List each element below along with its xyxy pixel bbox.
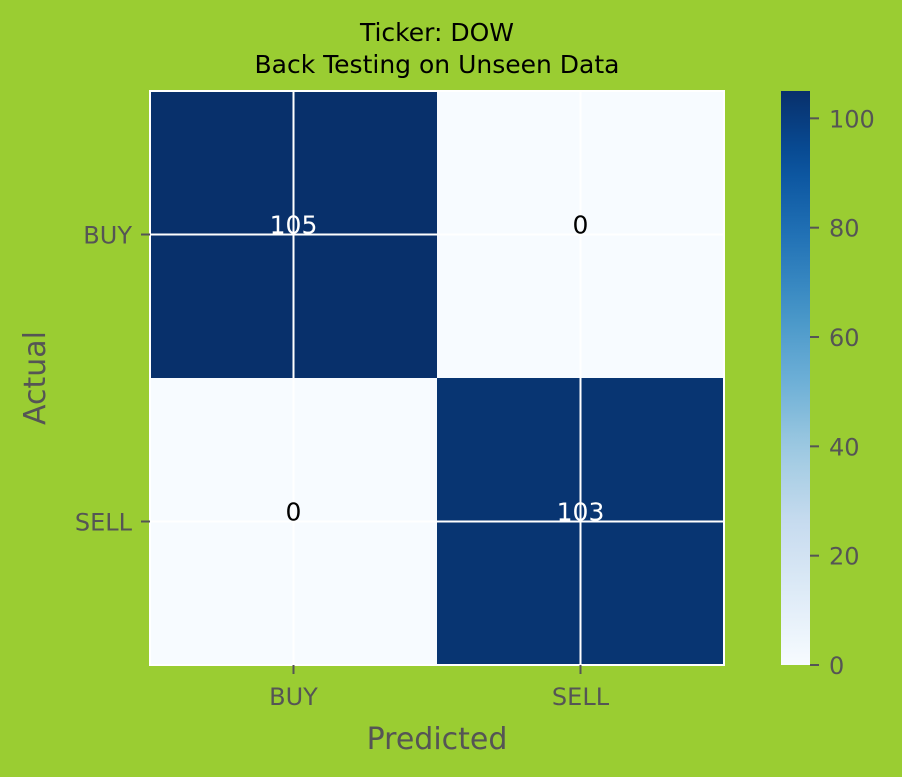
cell-value-labels: 105 0 0 103 (270, 211, 605, 527)
colorbar-tick-label: 80 (829, 215, 860, 243)
x-axis-ticks: BUY SELL (269, 665, 610, 711)
chart-title: Ticker: DOW (359, 18, 514, 47)
heatmap-cells (150, 91, 724, 665)
y-axis-ticks: BUY SELL (75, 222, 150, 537)
y-axis-label: Actual (18, 331, 53, 425)
colorbar-tick-label: 100 (829, 105, 875, 133)
colorbar-tick-label: 40 (829, 433, 860, 461)
colorbar-tick-label: 60 (829, 324, 860, 352)
plot-frame (149, 90, 725, 666)
cell-value-label-1-0: 0 (286, 498, 302, 527)
chart-subtitle: Back Testing on Unseen Data (255, 50, 620, 79)
x-tick-label: BUY (269, 683, 318, 711)
colorbar (781, 91, 810, 665)
cell-value-label-1-1: 103 (557, 498, 605, 527)
x-axis-label: Predicted (367, 722, 508, 757)
y-tick-label: SELL (75, 509, 133, 537)
cell-value-label-0-1: 0 (573, 211, 589, 240)
colorbar-ticks: 0 20 40 60 80 100 (810, 105, 875, 680)
colorbar-tick-label: 0 (829, 652, 844, 680)
cell-value-label-0-0: 105 (270, 211, 318, 240)
y-tick-label: BUY (83, 222, 132, 250)
colorbar-tick-label: 20 (829, 543, 860, 571)
grid-lines (150, 91, 724, 665)
x-tick-label: SELL (552, 683, 610, 711)
